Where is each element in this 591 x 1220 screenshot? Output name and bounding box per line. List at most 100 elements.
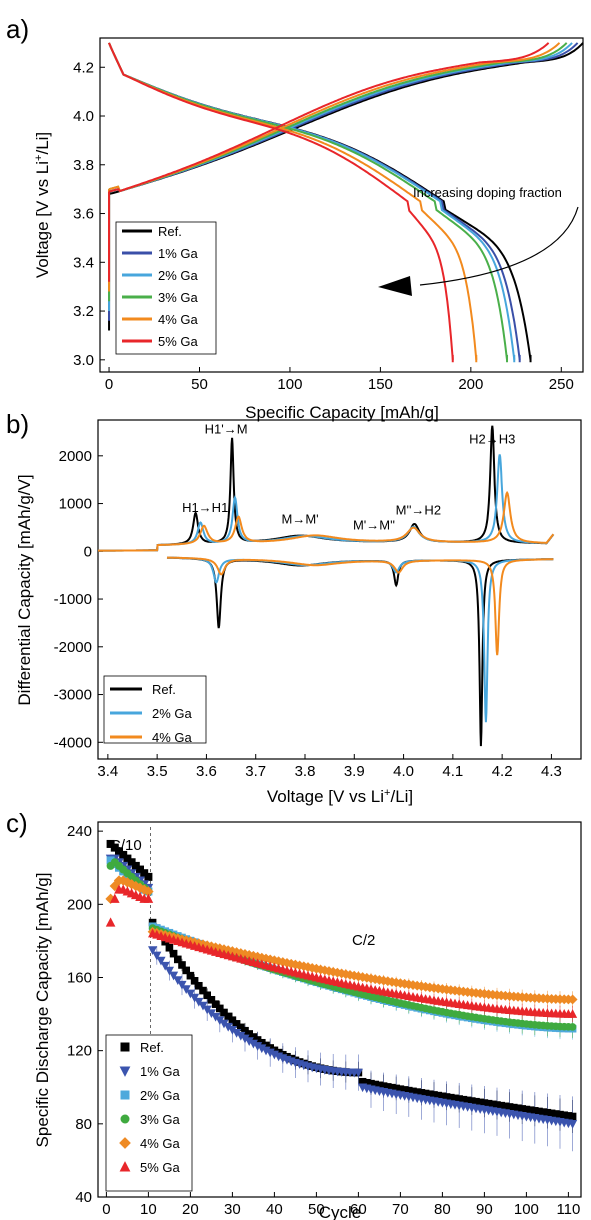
data-point [215,1016,225,1026]
panel-c-axes: 0 10 20 30 40 50 60 70 80 90 100 110 40 80 120 160 200 24… [67,823,580,1218]
x-tick-label: 3.8 [295,763,316,780]
panel-c-label: c) [6,808,28,838]
x-tick-label: 3.7 [245,763,266,780]
data-point [526,1106,535,1114]
data-point [367,1079,375,1088]
panel-c-legend-box [105,1034,193,1192]
panel-c-xlabel: Cycle [319,1203,362,1220]
panel-b-axes: 3.4 3.5 3.6 3.7 3.8 3.9 4.0 4.1 4.2 4.3 -4000 -3000… [54,448,562,780]
data-point [501,1102,510,1111]
data-point [472,1097,480,1106]
data-point [228,1016,237,1025]
x-tick-label: 3.6 [196,763,217,780]
x-tick-label: 30 [224,1201,241,1218]
data-point [232,1028,242,1038]
doping-arrowhead [378,276,412,296]
data-point [543,1108,552,1117]
panel-b-xlabel-tail: /Li] [390,787,413,806]
data-point [388,1083,396,1092]
legend-label: 1% Ga [140,1064,181,1079]
data-point [190,976,199,985]
panel-a-axes: 0 50 100 150 200 250 3.0 3.2 3.4 3.6 3.8 4.0 4.2 [73,59,574,393]
phase-transition-label: M''→H2 [396,503,441,518]
legend-label: 4% Ga [140,1136,181,1151]
legend-label: 2% Ga [140,1088,181,1103]
data-point [123,854,132,863]
panel-b-plot-frame [97,419,582,760]
data-point [409,1087,417,1096]
y-tick-label: 4.0 [73,108,94,125]
data-point [182,966,190,975]
data-point [568,1120,578,1129]
y-tick-label: 160 [67,969,92,986]
data-point [227,946,238,957]
legend-label: Ref. [140,1040,164,1055]
data-point [413,1088,421,1096]
x-tick-label: 110 [556,1201,580,1218]
data-point [219,1019,229,1029]
data-point [514,1104,522,1113]
data-point [560,1111,568,1120]
data-point [363,1078,371,1087]
phase-transition-label: H1'→M [205,421,248,436]
doping-arrow [419,206,579,286]
data-point [110,843,119,852]
legend-label: Ref. [158,224,182,239]
x-tick-label: 3.9 [344,763,365,780]
charge-curve [108,42,550,193]
data-point [119,1066,131,1077]
data-point [484,1099,493,1108]
data-point [400,1086,409,1094]
y-tick-label: 200 [67,896,92,913]
data-point [266,1044,274,1052]
data-point [237,1023,245,1032]
x-tick-label: 4.3 [541,763,562,780]
x-tick-label: 4.1 [442,763,463,780]
panel-c: c) 0 10 20 30 40 50 60 70 80 90 100 110 40 80 120 160 20… [6,808,582,1220]
data-point [340,969,351,980]
data-point [294,960,305,971]
legend-label: 4% Ga [152,730,193,745]
data-point [375,1081,384,1090]
x-tick-label: 4.0 [393,763,414,780]
x-tick-label: 0 [105,376,113,393]
panel-a: a) 0 50 100 150 200 2503.03.23.43.63.84.04.2 … [6,14,584,422]
y-tick-label: 3.6 [73,206,94,223]
data-point [556,1110,564,1119]
data-point [493,1101,501,1109]
data-point [468,1097,476,1105]
data-point [143,893,154,903]
data-point [353,1068,363,1078]
data-point [227,1025,237,1035]
data-point [442,1093,451,1101]
data-point [531,1107,539,1115]
data-point [119,1161,131,1172]
legend-label: 5% Ga [158,334,199,349]
data-point [552,1110,560,1118]
data-point [447,1093,455,1102]
x-tick-label: 250 [549,376,574,393]
data-point [480,1099,489,1107]
legend-label: Ref. [152,682,176,697]
y-tick-label: 2000 [59,448,92,465]
panel-a-series [108,42,584,363]
y-tick-label: 3.2 [73,303,94,320]
legend-label: 4% Ga [158,312,199,327]
panel-a-plot-frame [99,37,584,373]
data-point [140,869,149,878]
data-point [139,884,150,895]
data-point [115,847,123,856]
dqdv-discharge-curve [167,556,554,747]
data-point [455,1095,463,1103]
panel-a-xlabel: Specific Capacity [mAh/g] [245,403,439,422]
panel-a-ylabel-sup: + [33,155,45,161]
data-point [438,1092,447,1101]
data-point [169,949,178,958]
panel-c-legend: Ref. 1% Ga 2% Ga 3% Ga 4% Ga 5% Ga [105,1034,193,1192]
data-point [269,955,280,966]
phase-transition-label: H2→H3 [469,431,515,446]
data-point [489,1100,497,1109]
data-point [126,878,137,890]
data-point [206,1009,216,1019]
legend-label: 2% Ga [152,706,193,721]
